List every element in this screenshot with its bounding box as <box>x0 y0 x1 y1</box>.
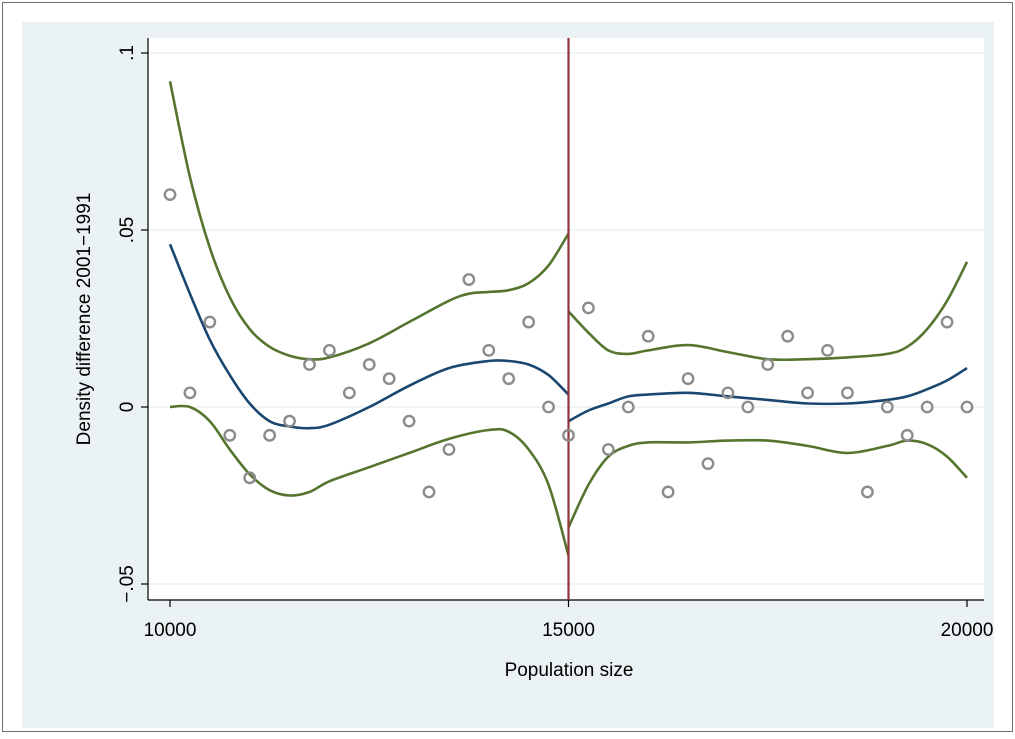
y-tick-label-2: .05 <box>117 217 138 243</box>
y-tick-label-1: 0 <box>117 402 138 413</box>
scatter-point-12 <box>402 414 416 428</box>
scatter-point-26 <box>681 372 695 386</box>
scatter-point-31 <box>781 329 795 343</box>
fit-left-line <box>168 243 570 430</box>
scatter-point-33 <box>821 343 834 357</box>
scatter-point-22 <box>601 443 615 456</box>
scatter-point-9 <box>342 386 356 400</box>
y-tick-label-0: −.05 <box>117 565 138 603</box>
scatter-point-3 <box>223 428 237 442</box>
scatter-point-40 <box>960 400 974 414</box>
scatter-points <box>163 188 974 499</box>
x-tick-label-2: 20000 <box>941 620 994 641</box>
scatter-point-11 <box>382 372 396 386</box>
x-tick-label-0: 10000 <box>144 620 197 641</box>
scatter-point-16 <box>482 343 496 357</box>
scatter-point-34 <box>841 386 854 400</box>
scatter-point-23 <box>621 400 635 414</box>
scatter-point-27 <box>701 457 715 471</box>
ci-upper-left-line <box>168 81 570 361</box>
x-axis-title: Population size <box>505 660 634 681</box>
y-tick-label-3: .1 <box>117 45 138 61</box>
chart-series <box>168 38 969 600</box>
scatter-point-13 <box>422 485 436 499</box>
scatter-point-7 <box>303 358 316 371</box>
scatter-point-8 <box>322 343 336 357</box>
scatter-point-29 <box>741 400 755 414</box>
axis-tick-labels: 10000 15000 20000 −.05 0 .05 .1 <box>117 45 993 641</box>
scatter-point-28 <box>721 386 735 400</box>
scatter-point-5 <box>263 428 277 442</box>
scatter-point-18 <box>522 315 536 329</box>
scatter-point-35 <box>860 485 874 499</box>
x-tick-label-1: 15000 <box>542 620 595 641</box>
scatter-point-6 <box>283 414 296 428</box>
scatter-point-24 <box>641 329 655 343</box>
scatter-point-10 <box>362 358 376 371</box>
scatter-point-37 <box>900 428 914 442</box>
scatter-point-15 <box>462 273 476 286</box>
scatter-point-38 <box>920 400 934 414</box>
axis-ticks <box>141 52 968 607</box>
scatter-point-2 <box>203 315 217 329</box>
scatter-point-20 <box>562 428 575 442</box>
scatter-point-14 <box>442 443 456 456</box>
fit-right-line <box>567 366 968 423</box>
scatter-point-39 <box>940 315 954 329</box>
scatter-point-21 <box>582 301 595 315</box>
scatter-point-17 <box>502 372 516 386</box>
scatter-point-30 <box>761 358 775 371</box>
y-axis-title: Density difference 2001−1991 <box>74 193 95 446</box>
scatter-point-4 <box>243 471 257 485</box>
scatter-point-19 <box>542 400 555 414</box>
scatter-point-1 <box>183 386 197 400</box>
scatter-point-0 <box>163 188 177 202</box>
grid-lines <box>148 52 984 585</box>
scatter-point-32 <box>801 386 814 400</box>
scatter-point-36 <box>880 400 894 414</box>
plot-area <box>148 38 984 600</box>
ci-lower-left-line <box>169 404 570 557</box>
scatter-point-25 <box>661 485 675 499</box>
